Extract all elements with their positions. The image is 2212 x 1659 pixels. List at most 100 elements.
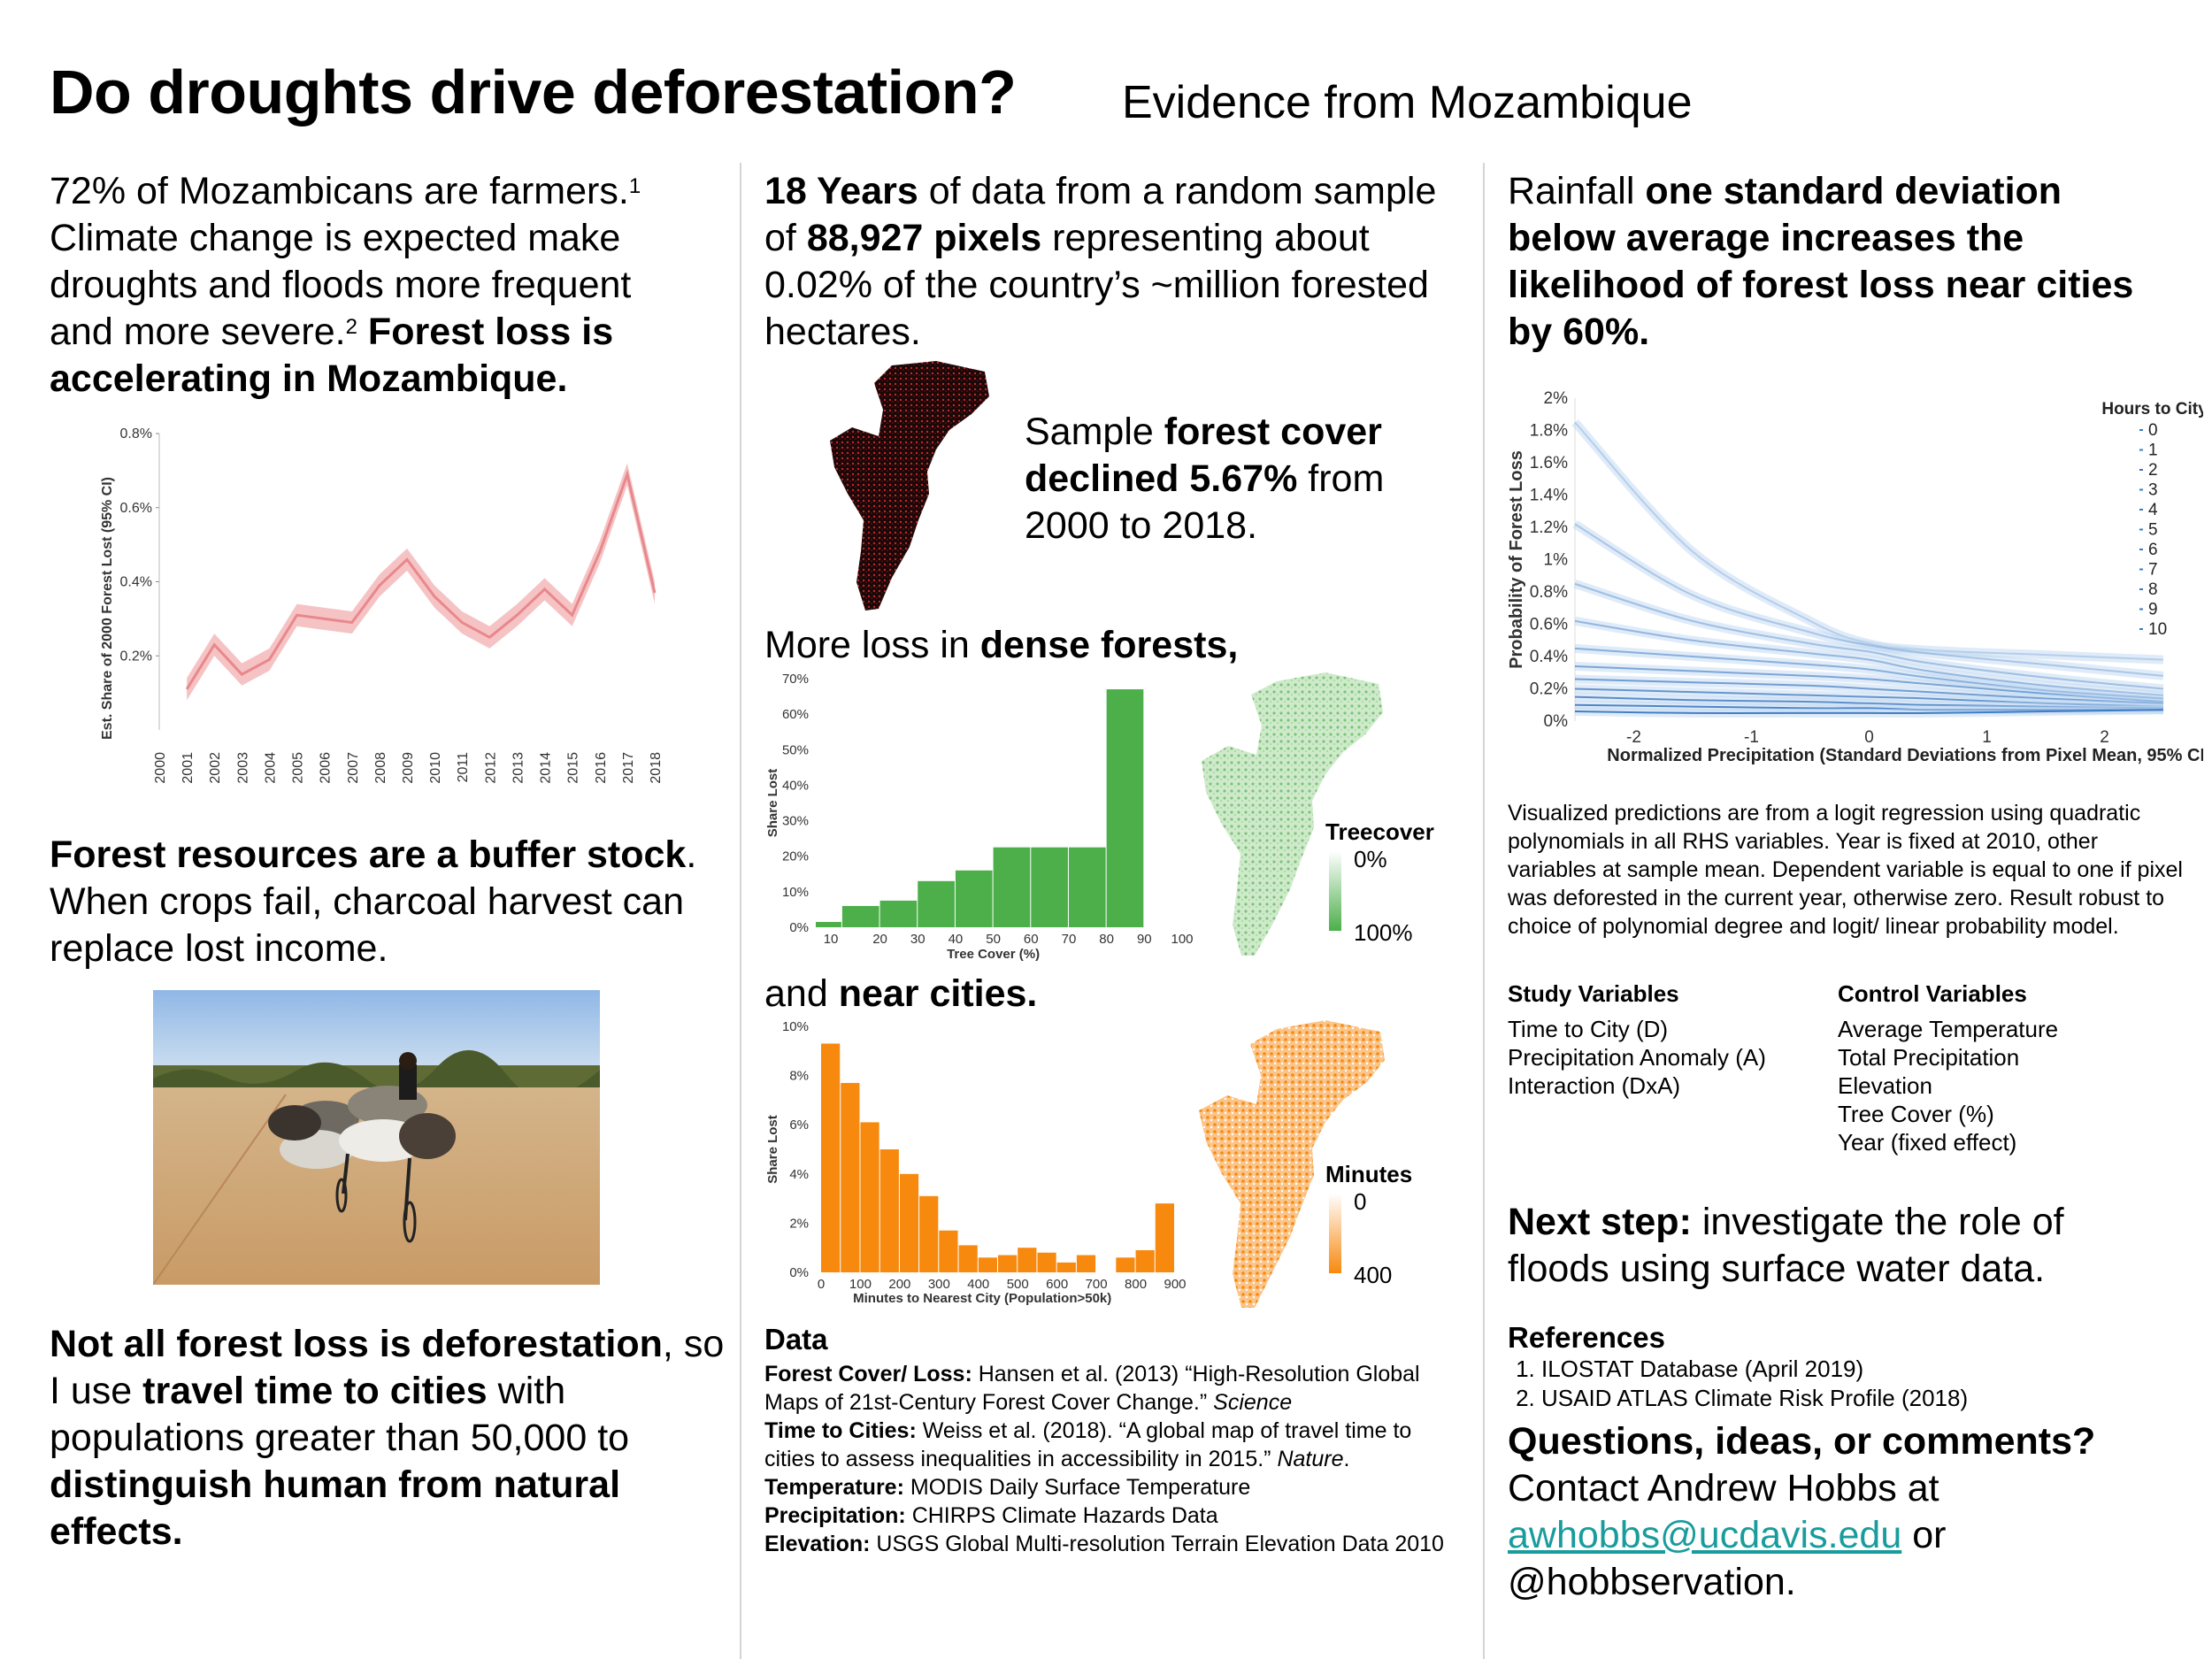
x-tick-label: 1 — [1982, 728, 1992, 747]
x-tick-label: 80 — [1099, 932, 1114, 947]
x-tick-label: 0 — [818, 1277, 825, 1292]
forest-loss-timeseries-chart: 0.2% 0.4% 0.6% 0.8% Est. Share of 2000 Fores… — [100, 426, 664, 784]
ci-band — [1574, 616, 2164, 700]
x-tick-label: 900 — [1164, 1277, 1186, 1292]
x-tick-label: 30 — [910, 932, 926, 947]
y-tick-label: 0.6% — [120, 501, 152, 516]
study-variables-list: Time to City (D) Precipitation Anomaly (A… — [1508, 1015, 1826, 1100]
y-tick-label: 0% — [1544, 712, 1569, 731]
y-axis-label: Share Lost — [765, 769, 780, 838]
x-tick-label: 50 — [986, 932, 1001, 947]
tree-cover-bar — [993, 847, 1031, 927]
minutes-legend-high: 400 — [1354, 1262, 1393, 1288]
probability-curve — [1574, 647, 2164, 700]
legend-label: 8 — [2148, 580, 2158, 599]
x-tick-label: 100 — [1171, 932, 1193, 947]
tree-cover-bar — [841, 905, 879, 927]
x-tick-label: 2013 — [511, 752, 526, 784]
minutes-bar — [998, 1255, 1018, 1272]
x-tick-label: 2010 — [428, 752, 443, 784]
legend-label: 5 — [2148, 521, 2158, 540]
legend-label: 3 — [2148, 481, 2158, 500]
y-tick-label: 1% — [1544, 551, 1569, 570]
minutes-legend: Minutes 0 400 — [1325, 1161, 1412, 1288]
x-tick-label: 500 — [1007, 1277, 1029, 1292]
y-tick-label: 0.4% — [120, 575, 152, 590]
probability-curve — [1574, 678, 2164, 704]
y-tick-label: 1.8% — [1530, 422, 1568, 441]
x-tick-label: 2011 — [456, 752, 471, 783]
x-tick-label: 2007 — [346, 752, 361, 784]
study-variables-heading: Study Variables — [1508, 980, 1679, 1007]
minutes-bar — [1076, 1255, 1096, 1272]
legend-label: 0 — [2148, 421, 2158, 440]
probability-curve — [1574, 523, 2164, 677]
y-tick-label: 0.8% — [120, 426, 152, 442]
minutes-bar — [919, 1195, 939, 1272]
y-tick-label: 1.2% — [1530, 518, 1568, 537]
y-tick-label: 2% — [1544, 389, 1569, 408]
twitter-handle: @hobbservation. — [1508, 1561, 1796, 1603]
control-variables: Control Variables Average Temperature Tot… — [1838, 980, 2156, 1156]
y-axis-label: Share Lost — [765, 1115, 780, 1184]
x-tick-label: 2016 — [594, 752, 609, 784]
questions-heading: Questions, ideas, or comments? — [1508, 1420, 2096, 1463]
y-axis-label: Probability of Forest Loss — [1507, 450, 1526, 669]
sample-decline-paragraph: Sample forest cover declined 5.67% from … — [1025, 411, 1385, 547]
control-variable: Tree Cover (%) — [1838, 1101, 1994, 1127]
control-variable: Elevation — [1838, 1072, 1932, 1099]
y-tick-label: 50% — [782, 742, 809, 757]
email-link[interactable]: awhobbs@ucdavis.edu — [1508, 1514, 1902, 1556]
minutes-bar — [1018, 1248, 1037, 1272]
minutes-bar — [1155, 1203, 1174, 1272]
rainfall-finding-paragraph: Rainfall one standard deviation below av… — [1508, 170, 2134, 353]
x-tick-label: 2004 — [263, 752, 278, 784]
ci-band — [1573, 580, 2164, 694]
x-axis-label: Normalized Precipitation (Standard Devia… — [1607, 746, 2203, 765]
x-tick-label: 2008 — [373, 752, 388, 784]
next-step-paragraph: Next step: investigate the role of flood… — [1508, 1201, 2064, 1290]
minutes-bar — [879, 1149, 899, 1272]
minutes-bar — [1056, 1262, 1076, 1272]
tree-cover-histogram: Share Lost 0% 10% 20% 30% 40% 50% 60% 70% 10 20 30 4… — [765, 672, 1194, 962]
y-tick-label: 6% — [789, 1118, 809, 1133]
legend-title: Hours to City — [2101, 400, 2203, 419]
x-tick-label: 700 — [1086, 1277, 1108, 1292]
x-tick-label: 2003 — [235, 752, 250, 784]
legend-label: 1 — [2148, 442, 2158, 460]
legend-label: 4 — [2148, 501, 2158, 519]
y-tick-label: 0.6% — [1530, 616, 1568, 634]
study-variable: Time to City (D) — [1508, 1016, 1669, 1042]
minutes-bar — [978, 1257, 997, 1272]
x-tick-label: 800 — [1125, 1277, 1147, 1292]
x-tick-label: 400 — [967, 1277, 989, 1292]
minutes-bar — [860, 1122, 879, 1272]
legend-label: 6 — [2148, 541, 2158, 559]
reference-item: USAID ATLAS Climate Risk Profile (2018) — [1541, 1384, 2162, 1413]
y-tick-label: 0.4% — [1530, 648, 1568, 666]
x-tick-label: 0 — [1864, 728, 1874, 747]
x-tick-label: -1 — [1744, 728, 1759, 747]
x-tick-label: 2006 — [319, 752, 334, 784]
x-tick-label: 70 — [1062, 932, 1077, 947]
buffer-paragraph: Forest resources are a buffer stock. Whe… — [50, 833, 697, 970]
contact-paragraph: Questions, ideas, or comments? Contact A… — [1508, 1420, 2096, 1603]
column-divider-1 — [740, 163, 741, 1659]
treecover-legend-high: 100% — [1354, 919, 1413, 946]
y-tick-label: 10% — [782, 1019, 809, 1034]
tree-cover-bar — [879, 900, 918, 927]
references-heading: References — [1508, 1321, 1665, 1354]
data-sources-section: Data Forest Cover/ Loss: Hansen et al. (… — [764, 1323, 1455, 1558]
tree-cover-bar — [816, 921, 841, 927]
data-source-elevation: Elevation: USGS Global Multi-resolution … — [764, 1532, 1444, 1556]
minutes-bar — [1135, 1249, 1155, 1272]
loss-series-line — [185, 469, 657, 690]
x-tick-label: 2000 — [153, 752, 168, 784]
probability-curve — [1574, 619, 2164, 696]
legend-label: 9 — [2148, 601, 2158, 619]
mozambique-sample-map — [830, 361, 989, 611]
legend-label: 10 — [2148, 620, 2167, 639]
minutes-histogram: Share Lost 0% 2% 4% 6% 8% 10% 0 100 200 300 400 500 6… — [765, 1019, 1187, 1306]
intro-paragraph: 72% of Mozambicans are farmers.1 Climate… — [50, 170, 641, 400]
y-tick-label: 2% — [789, 1216, 809, 1231]
